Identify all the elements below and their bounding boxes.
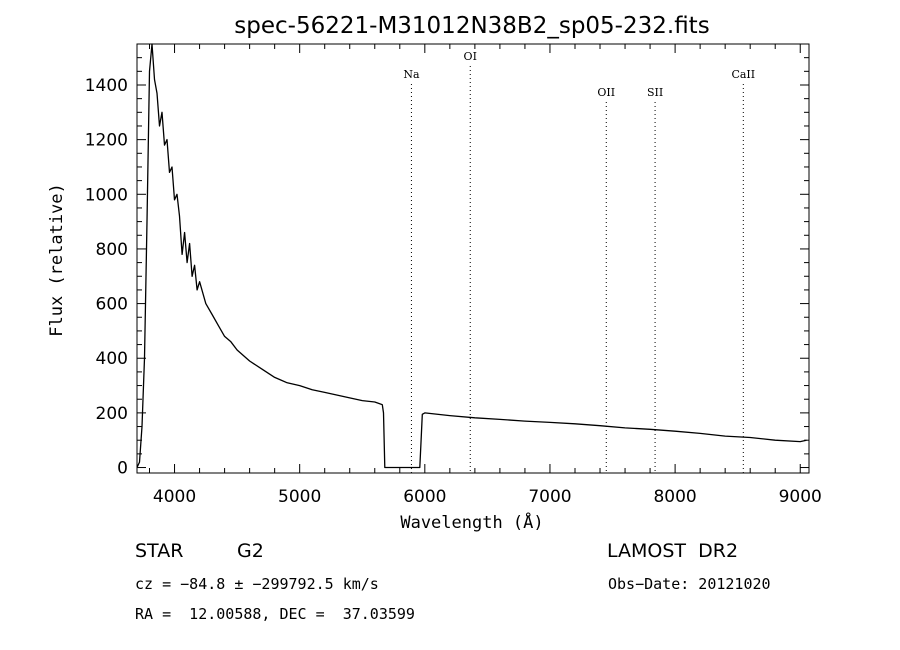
y-tick-label: 1200 [85,131,128,151]
observation-date: Obs−Date: 20121020 [608,575,771,593]
y-tick-label: 600 [96,295,128,315]
x-axis-label: Wavelength (Å) [400,511,543,533]
y-tick-label: 1000 [85,185,128,205]
tick-labels: 4000 5000 6000 7000 8000 9000 0 200 400 600 800 100… [85,76,822,507]
line-label-sii: SII [647,86,663,99]
y-tick-label: 800 [96,240,128,260]
object-class: STAR [135,540,184,562]
x-tick-label: 4000 [153,487,196,507]
y-tick-label: 0 [117,459,128,479]
x-tick-label: 8000 [653,487,696,507]
x-tick-label: 6000 [403,487,446,507]
y-tick-label: 1400 [85,76,128,96]
plot-frame [136,43,810,474]
line-label-caii: CaII [731,68,755,81]
chart-title: spec-56221-M31012N38B2_sp05-232.fits [234,13,709,39]
y-axis-label: Flux (relative) [47,183,67,337]
spectrum-series-line [136,43,807,469]
x-tick-label: 9000 [779,487,822,507]
coordinates: RA = 12.00588, DEC = 37.03599 [135,605,415,623]
x-tick-label: 5000 [278,487,321,507]
survey-label: LAMOST DR2 [607,540,739,562]
line-label-na: Na [403,68,420,81]
axis-ticks [137,44,809,473]
y-tick-label: 200 [96,404,128,424]
emission-line-markers: Na OI OII SII CaII [403,50,755,473]
y-tick-label: 400 [96,349,128,369]
x-tick-label: 7000 [528,487,571,507]
line-label-oii: OII [597,86,615,99]
redshift-velocity: cz = −84.8 ± −299792.5 km/s [135,575,379,593]
subclass: G2 [237,540,264,562]
line-label-oi: OI [464,50,477,63]
